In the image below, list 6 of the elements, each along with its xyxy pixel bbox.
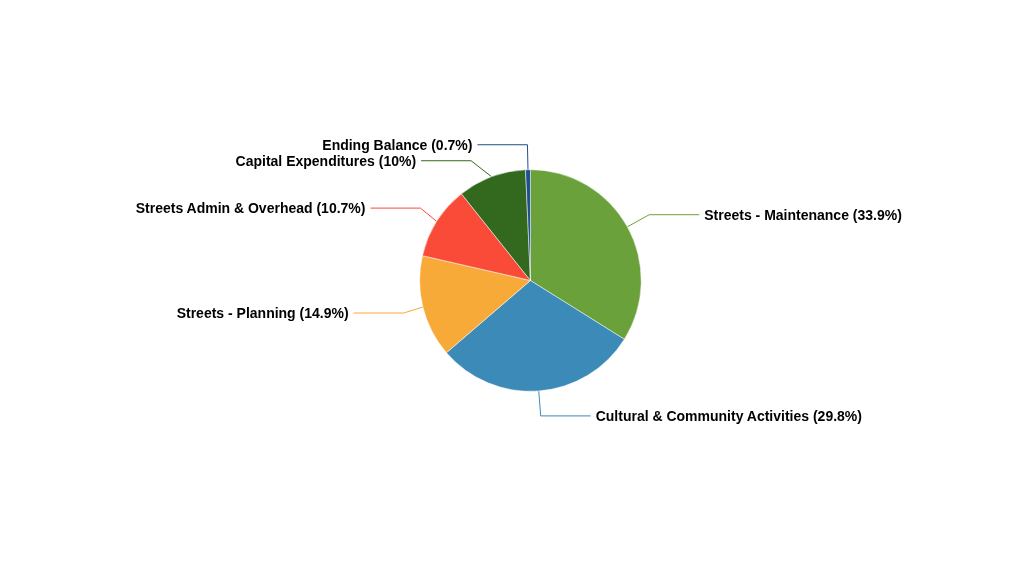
slice-label: Ending Balance (0.7%) [322, 136, 473, 153]
slice-label: Cultural & Community Activities (29.8%) [595, 407, 862, 424]
slice-label: Streets Admin & Overhead (10.7%) [135, 200, 366, 217]
slice-label: Capital Expenditures (10%) [235, 152, 417, 169]
slice-label: Streets - Planning (14.9%) [176, 305, 349, 322]
slice-label: Streets - Maintenance (33.9%) [704, 206, 902, 223]
